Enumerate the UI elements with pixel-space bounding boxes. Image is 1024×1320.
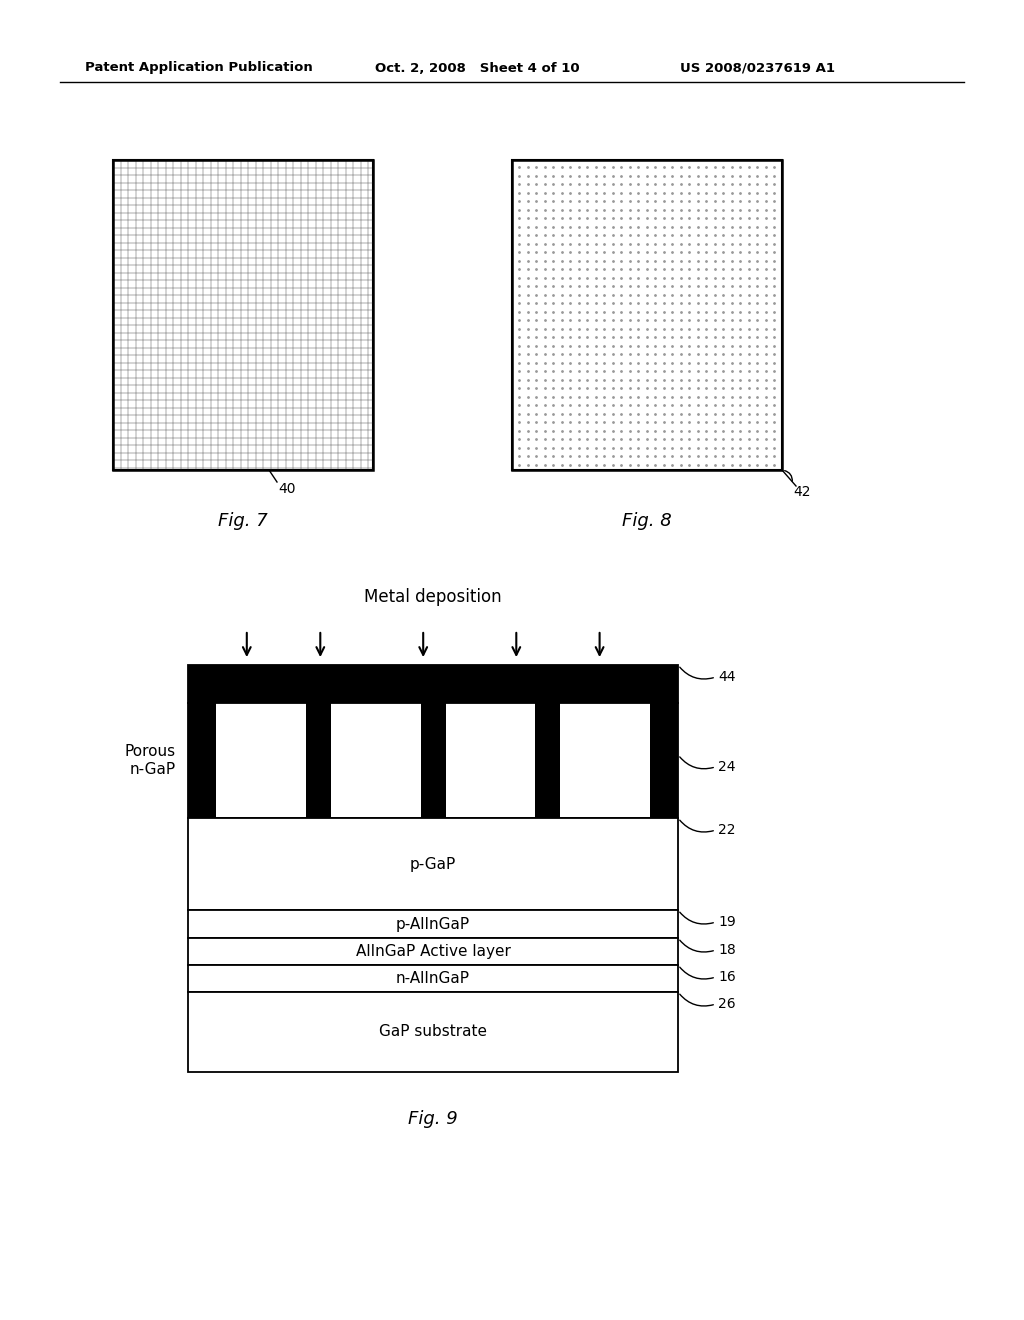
Bar xyxy=(306,704,331,818)
Text: p-GaP: p-GaP xyxy=(410,857,456,871)
Text: Porous
n-GaP: Porous n-GaP xyxy=(125,744,176,776)
Text: 42: 42 xyxy=(793,484,811,499)
Text: 44: 44 xyxy=(718,671,735,684)
Text: Fig. 9: Fig. 9 xyxy=(409,1110,458,1129)
Bar xyxy=(536,704,560,818)
Bar xyxy=(188,909,678,939)
Text: 26: 26 xyxy=(718,997,735,1011)
Text: 19: 19 xyxy=(718,915,736,929)
Bar xyxy=(512,160,782,470)
Text: 22: 22 xyxy=(718,822,735,837)
Text: 24: 24 xyxy=(718,760,735,774)
Text: GaP substrate: GaP substrate xyxy=(379,1024,487,1040)
Bar xyxy=(512,160,782,470)
Bar xyxy=(188,818,678,909)
Bar xyxy=(188,704,216,818)
Bar xyxy=(188,665,678,704)
Text: 40: 40 xyxy=(278,482,296,496)
Text: n-AlInGaP: n-AlInGaP xyxy=(396,972,470,986)
Text: 16: 16 xyxy=(718,970,736,983)
Text: Oct. 2, 2008   Sheet 4 of 10: Oct. 2, 2008 Sheet 4 of 10 xyxy=(375,62,580,74)
Bar xyxy=(421,704,445,818)
Bar xyxy=(113,160,373,470)
Bar xyxy=(188,704,678,818)
Bar xyxy=(650,704,678,818)
Text: US 2008/0237619 A1: US 2008/0237619 A1 xyxy=(680,62,835,74)
Bar xyxy=(188,939,678,965)
Text: Patent Application Publication: Patent Application Publication xyxy=(85,62,312,74)
Text: Metal deposition: Metal deposition xyxy=(365,587,502,606)
Text: 18: 18 xyxy=(718,942,736,957)
Text: p-AlInGaP: p-AlInGaP xyxy=(396,916,470,932)
Text: Fig. 7: Fig. 7 xyxy=(218,512,268,531)
Bar xyxy=(188,965,678,993)
Text: AlInGaP Active layer: AlInGaP Active layer xyxy=(355,944,510,960)
Bar xyxy=(188,993,678,1072)
Text: Fig. 8: Fig. 8 xyxy=(623,512,672,531)
Bar xyxy=(113,160,373,470)
